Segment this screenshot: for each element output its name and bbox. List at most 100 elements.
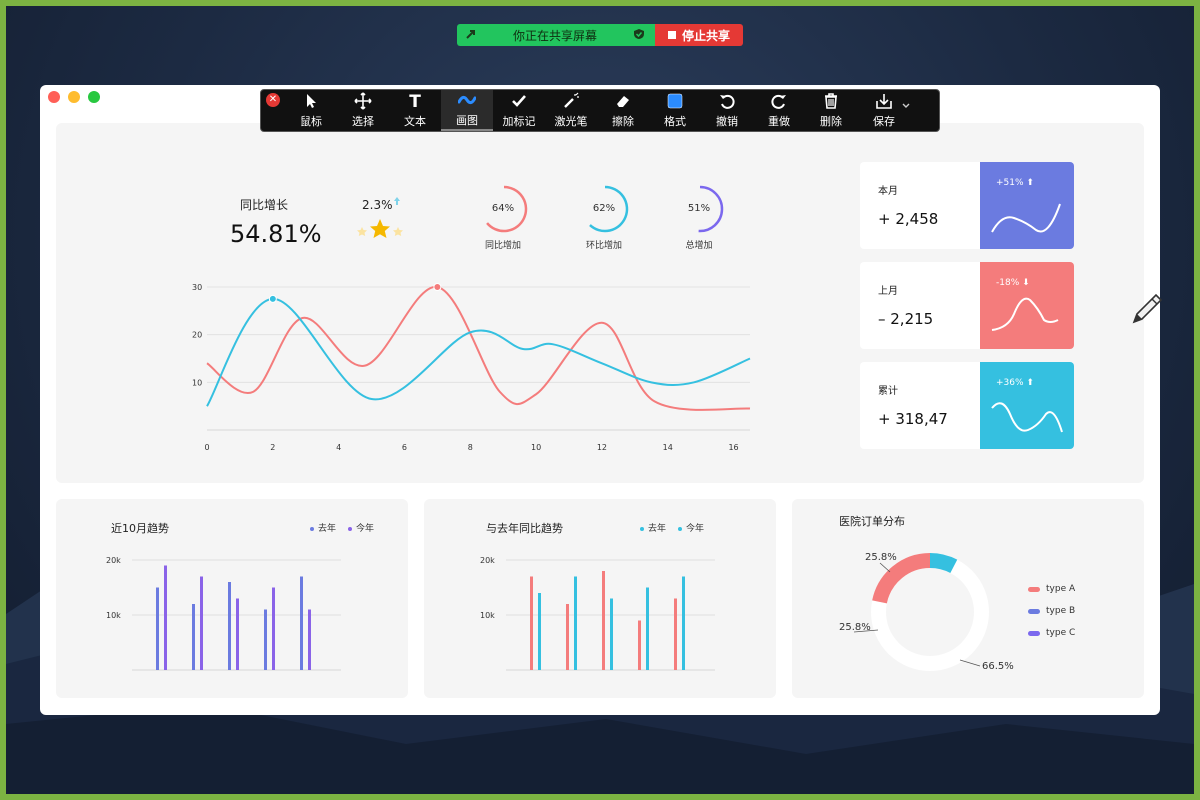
undo-icon bbox=[720, 94, 735, 109]
share-arrow-icon bbox=[465, 28, 477, 43]
tool-label: 格式 bbox=[664, 115, 686, 128]
y-tick-label: 10 bbox=[192, 378, 202, 387]
bar bbox=[530, 576, 533, 670]
ring-yoy: 64% 同比增加 bbox=[478, 183, 538, 251]
ring-mom-progress bbox=[589, 185, 629, 233]
tool-delete[interactable]: 删除 bbox=[805, 90, 857, 131]
bar bbox=[674, 598, 677, 670]
bar bbox=[164, 565, 167, 670]
donut-segment bbox=[872, 553, 931, 604]
bar bbox=[602, 571, 605, 670]
legend-item-last-year: 去年 bbox=[640, 521, 666, 534]
bar bbox=[272, 587, 275, 670]
stop-sharing-button[interactable]: 停止共享 bbox=[655, 24, 743, 46]
window-close-button[interactable] bbox=[48, 91, 60, 103]
legend-label: type B bbox=[1046, 606, 1076, 616]
series-line bbox=[206, 297, 751, 407]
ring-yoy-value: 64% bbox=[491, 203, 515, 214]
legend-label: 今年 bbox=[356, 524, 375, 534]
tool-select[interactable]: 选择 bbox=[337, 90, 389, 131]
bar bbox=[538, 593, 541, 670]
tool-mouse[interactable]: 鼠标 bbox=[285, 90, 337, 131]
hospital-order-title: 医院订单分布 bbox=[839, 515, 905, 528]
tool-label: 重做 bbox=[768, 115, 790, 128]
ring-arc bbox=[698, 185, 724, 233]
window-controls bbox=[48, 91, 100, 103]
bar bbox=[610, 598, 613, 670]
yoy-trend-bar-chart: 10k 20k bbox=[480, 556, 715, 671]
donut-legend-item-b: type B bbox=[1028, 606, 1075, 616]
donut-leader-line bbox=[853, 629, 879, 633]
tool-save[interactable]: 保存 bbox=[857, 90, 927, 131]
yoy-growth-label: 同比增长 bbox=[240, 198, 289, 212]
trend-10-months-legend: 去年 今年 bbox=[310, 521, 374, 534]
ring-mom-value: 62% bbox=[592, 203, 616, 214]
cursor-icon bbox=[307, 94, 316, 108]
ring-arc bbox=[589, 185, 629, 233]
ring-arc bbox=[486, 185, 528, 233]
hospital-order-donut-chart: 25.8% 25.8% 66.5% bbox=[839, 552, 1014, 672]
y-tick-label: 10k bbox=[480, 611, 495, 620]
x-tick-label: 2 bbox=[270, 443, 275, 452]
bar bbox=[308, 609, 311, 670]
shield-check-icon bbox=[633, 28, 645, 43]
window-minimize-button[interactable] bbox=[68, 91, 80, 103]
x-tick-label: 0 bbox=[204, 443, 209, 452]
donut-value-label: 25.8% bbox=[839, 622, 871, 633]
stat-card-label: 上月 bbox=[878, 286, 898, 297]
tool-text[interactable]: T 文本 bbox=[389, 90, 441, 131]
eraser-icon bbox=[617, 96, 629, 107]
legend-label: 去年 bbox=[318, 524, 337, 534]
yoy-trend-legend: 去年 今年 bbox=[640, 521, 704, 534]
arrow-down-icon: ⬇ bbox=[1022, 278, 1030, 288]
tool-format[interactable]: 格式 bbox=[649, 90, 701, 131]
arrow-up-icon: ⬆ bbox=[1026, 178, 1034, 188]
chevron-down-icon[interactable] bbox=[901, 101, 911, 111]
pen-cursor-icon bbox=[1132, 293, 1163, 324]
stat-card-sparkline-area: +36% ⬆ bbox=[980, 362, 1074, 449]
donut-value-label: 66.5% bbox=[982, 661, 1014, 672]
legend-label: 去年 bbox=[648, 524, 667, 534]
stop-sharing-label: 停止共享 bbox=[681, 28, 730, 43]
stat-card-percent: +51% ⬆ bbox=[996, 178, 1034, 188]
tool-label: 激光笔 bbox=[554, 115, 588, 128]
share-status-text: 你正在共享屏幕 bbox=[512, 28, 597, 43]
bar bbox=[682, 576, 685, 670]
bar bbox=[300, 576, 303, 670]
format-icon bbox=[667, 93, 683, 109]
bar bbox=[638, 620, 641, 670]
main-line-chart: 10 20 30 0 2 4 6 8 10 12 14 16 bbox=[192, 283, 751, 452]
tool-mark[interactable]: 加标记 bbox=[493, 90, 545, 131]
save-icon bbox=[876, 94, 892, 109]
yoy-trend-title: 与去年同比趋势 bbox=[486, 522, 563, 535]
ring-total-value: 51% bbox=[687, 203, 711, 214]
tool-label: 擦除 bbox=[612, 115, 634, 128]
series-line bbox=[206, 285, 751, 411]
text-icon: T bbox=[409, 92, 421, 110]
stat-card-percent-text: +36% bbox=[996, 378, 1024, 388]
tool-draw[interactable]: 画图 bbox=[441, 90, 493, 131]
tool-eraser[interactable]: 擦除 bbox=[597, 90, 649, 131]
annotation-toolbar: ✕ 鼠标 选择 T 文本 画图 加标记 激光笔 擦除 格式 撤销 重做 删除 bbox=[260, 89, 940, 132]
tool-undo[interactable]: 撤销 bbox=[701, 90, 753, 131]
window-zoom-button[interactable] bbox=[88, 91, 100, 103]
stat-card-value: – 2,215 bbox=[878, 310, 934, 328]
star-rating-icon bbox=[357, 219, 403, 238]
x-tick-label: 6 bbox=[402, 443, 407, 452]
bar bbox=[574, 576, 577, 670]
stat-card-this-month: 本月 + 2,458 +51% ⬆ bbox=[860, 162, 1074, 249]
stat-card-value: + 318,47 bbox=[878, 410, 948, 428]
svg-text:T: T bbox=[409, 92, 421, 110]
tool-redo[interactable]: 重做 bbox=[753, 90, 805, 131]
draw-icon bbox=[458, 95, 476, 105]
trend-10-months-bar-chart: 10k 20k bbox=[106, 556, 341, 671]
donut-value-label: 25.8% bbox=[865, 552, 897, 563]
stat-card-value: + 2,458 bbox=[878, 210, 939, 228]
stop-square-icon bbox=[667, 31, 676, 39]
donut-legend-item-c: type C bbox=[1028, 628, 1075, 638]
toolbar-close-button[interactable]: ✕ bbox=[266, 93, 280, 107]
tool-label: 加标记 bbox=[502, 115, 536, 128]
tool-laser-pointer[interactable]: 激光笔 bbox=[545, 90, 597, 131]
laser-pointer-icon bbox=[564, 92, 579, 108]
legend-label: type C bbox=[1046, 628, 1076, 638]
